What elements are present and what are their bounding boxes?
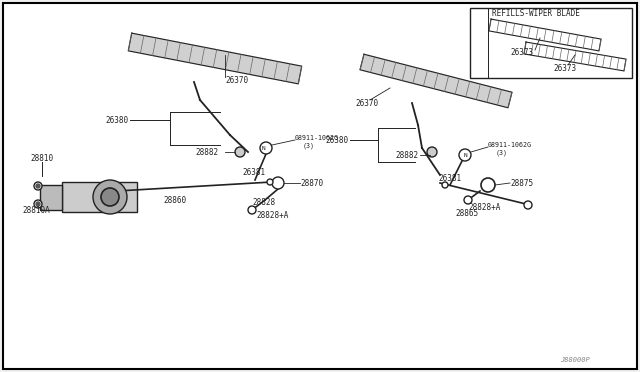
Circle shape [481, 178, 495, 192]
Circle shape [267, 179, 273, 185]
Bar [40, 185, 62, 210]
Circle shape [427, 147, 437, 157]
Text: 08911-1062G: 08911-1062G [295, 135, 339, 141]
Text: 26380: 26380 [105, 115, 128, 125]
Text: 28810: 28810 [30, 154, 53, 163]
Circle shape [34, 182, 42, 190]
Circle shape [36, 184, 40, 188]
Circle shape [34, 200, 42, 208]
Text: 28860: 28860 [163, 196, 187, 205]
Circle shape [464, 196, 472, 204]
Text: 26370: 26370 [225, 76, 248, 84]
Circle shape [260, 142, 272, 154]
Text: 28828: 28828 [252, 198, 275, 206]
Text: 28870: 28870 [300, 179, 323, 187]
Text: N: N [463, 153, 467, 157]
Text: 28882: 28882 [395, 151, 418, 160]
Text: 28865: 28865 [455, 208, 478, 218]
Text: J88000P: J88000P [560, 357, 590, 363]
Circle shape [235, 147, 245, 157]
Text: 28828+A: 28828+A [468, 202, 500, 212]
Circle shape [101, 188, 119, 206]
Circle shape [272, 177, 284, 189]
Text: (3): (3) [303, 143, 315, 149]
Circle shape [524, 201, 532, 209]
Polygon shape [360, 54, 512, 108]
Text: 26373: 26373 [553, 64, 576, 73]
Text: 08911-1062G: 08911-1062G [488, 142, 532, 148]
Text: 28882: 28882 [195, 148, 218, 157]
Bar [470, 8, 632, 78]
Text: 28828+A: 28828+A [256, 211, 289, 219]
Text: 26373: 26373 [510, 48, 533, 57]
Text: (3): (3) [496, 150, 508, 156]
Text: 26381: 26381 [242, 167, 265, 176]
Circle shape [93, 180, 127, 214]
Circle shape [459, 149, 471, 161]
Circle shape [442, 182, 448, 188]
Circle shape [36, 202, 40, 206]
Text: 26381: 26381 [438, 173, 461, 183]
Text: REFILLS-WIPER BLADE: REFILLS-WIPER BLADE [492, 9, 580, 17]
Polygon shape [524, 42, 626, 71]
Text: 26380: 26380 [325, 135, 348, 144]
Text: 26370: 26370 [355, 99, 378, 108]
Text: 28810A: 28810A [22, 205, 50, 215]
Text: N: N [262, 145, 266, 151]
Circle shape [107, 189, 113, 195]
Polygon shape [489, 19, 601, 51]
Circle shape [248, 206, 256, 214]
Bar [62, 182, 137, 212]
Text: 28875: 28875 [510, 179, 533, 187]
Polygon shape [128, 33, 301, 84]
